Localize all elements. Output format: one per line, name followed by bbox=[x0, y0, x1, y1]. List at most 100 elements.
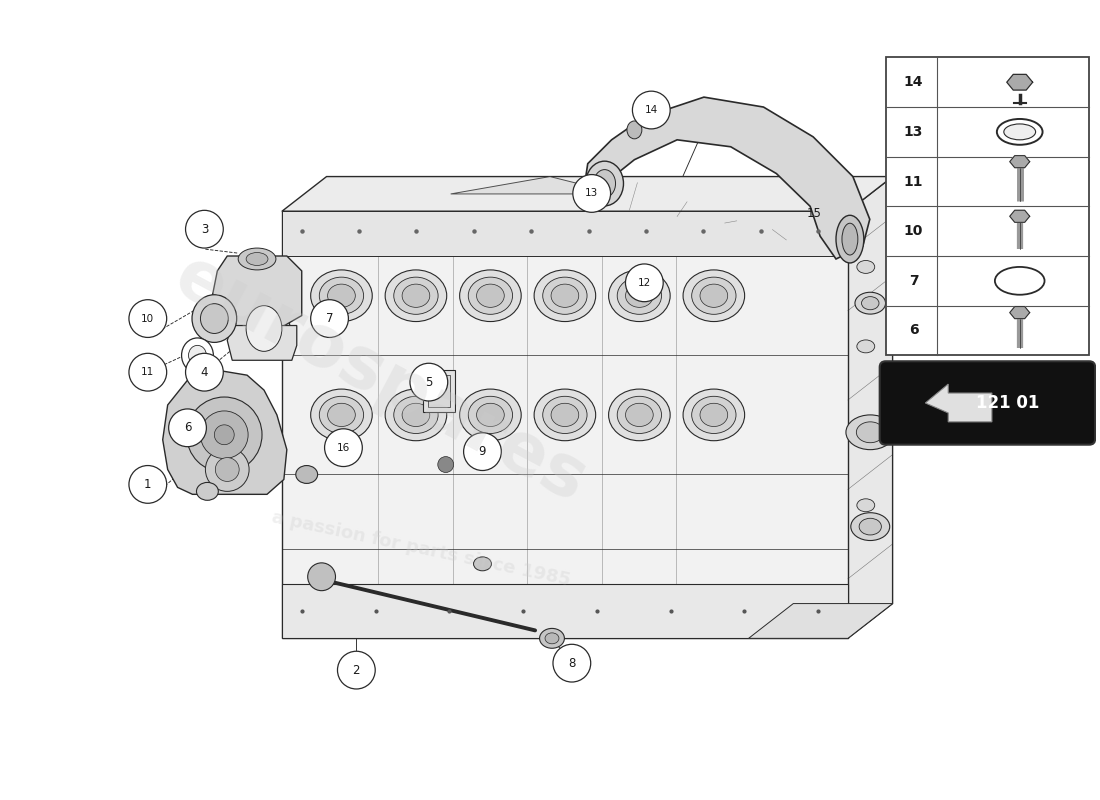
Ellipse shape bbox=[476, 403, 504, 426]
Text: 13: 13 bbox=[585, 189, 598, 198]
Polygon shape bbox=[282, 177, 892, 211]
Circle shape bbox=[186, 210, 223, 248]
Text: 16: 16 bbox=[337, 442, 350, 453]
Ellipse shape bbox=[594, 170, 616, 198]
Circle shape bbox=[200, 411, 249, 458]
Polygon shape bbox=[451, 177, 619, 194]
Ellipse shape bbox=[197, 482, 218, 500]
Ellipse shape bbox=[857, 422, 884, 442]
Bar bbox=[282, 211, 848, 256]
Ellipse shape bbox=[608, 389, 670, 441]
Polygon shape bbox=[1010, 306, 1030, 318]
Circle shape bbox=[168, 409, 207, 446]
Circle shape bbox=[310, 300, 349, 338]
Polygon shape bbox=[582, 97, 870, 259]
Ellipse shape bbox=[861, 297, 879, 310]
Text: 7: 7 bbox=[326, 312, 333, 325]
Ellipse shape bbox=[842, 223, 858, 255]
Ellipse shape bbox=[700, 284, 728, 307]
Ellipse shape bbox=[997, 119, 1043, 145]
Text: eurospares: eurospares bbox=[163, 242, 600, 518]
Text: 6: 6 bbox=[184, 422, 191, 434]
Ellipse shape bbox=[460, 270, 521, 322]
Ellipse shape bbox=[617, 277, 661, 314]
Circle shape bbox=[186, 354, 223, 391]
Text: 5: 5 bbox=[426, 376, 432, 389]
Circle shape bbox=[573, 174, 610, 212]
Circle shape bbox=[324, 429, 362, 466]
Circle shape bbox=[410, 363, 448, 401]
Ellipse shape bbox=[385, 270, 447, 322]
Polygon shape bbox=[228, 326, 297, 360]
Text: 15: 15 bbox=[806, 207, 821, 220]
Text: 1: 1 bbox=[144, 478, 152, 491]
Circle shape bbox=[338, 651, 375, 689]
Ellipse shape bbox=[469, 277, 513, 314]
Text: 13: 13 bbox=[904, 125, 923, 139]
Text: 14: 14 bbox=[904, 75, 923, 90]
Text: 8: 8 bbox=[569, 657, 575, 670]
Text: 2: 2 bbox=[353, 664, 360, 677]
Ellipse shape bbox=[535, 389, 596, 441]
Text: 10: 10 bbox=[141, 314, 154, 323]
Circle shape bbox=[216, 458, 239, 482]
Ellipse shape bbox=[855, 292, 886, 314]
Text: 6: 6 bbox=[909, 323, 918, 338]
Ellipse shape bbox=[394, 277, 438, 314]
Circle shape bbox=[308, 563, 336, 590]
Ellipse shape bbox=[182, 338, 213, 373]
Polygon shape bbox=[163, 370, 287, 494]
Text: 4: 4 bbox=[200, 366, 208, 378]
Circle shape bbox=[438, 457, 453, 473]
Text: 12: 12 bbox=[638, 278, 651, 288]
Ellipse shape bbox=[460, 389, 521, 441]
Ellipse shape bbox=[246, 253, 268, 266]
Ellipse shape bbox=[540, 629, 564, 648]
Ellipse shape bbox=[542, 277, 587, 314]
Text: 9: 9 bbox=[478, 445, 486, 458]
Ellipse shape bbox=[200, 304, 229, 334]
Ellipse shape bbox=[403, 284, 430, 307]
Text: 10: 10 bbox=[904, 224, 923, 238]
Ellipse shape bbox=[542, 396, 587, 434]
Ellipse shape bbox=[585, 161, 624, 206]
Ellipse shape bbox=[469, 396, 513, 434]
Text: 3: 3 bbox=[200, 222, 208, 236]
Text: 14: 14 bbox=[645, 105, 658, 115]
Polygon shape bbox=[1010, 210, 1030, 222]
Ellipse shape bbox=[328, 403, 355, 426]
Text: 11: 11 bbox=[904, 174, 923, 189]
Ellipse shape bbox=[857, 499, 874, 512]
Circle shape bbox=[187, 397, 262, 473]
Ellipse shape bbox=[310, 389, 372, 441]
Ellipse shape bbox=[544, 633, 559, 644]
Text: 11: 11 bbox=[141, 367, 154, 377]
Ellipse shape bbox=[1004, 124, 1035, 140]
Ellipse shape bbox=[192, 294, 236, 342]
Ellipse shape bbox=[310, 270, 372, 322]
Ellipse shape bbox=[626, 284, 653, 307]
Ellipse shape bbox=[994, 267, 1045, 294]
Ellipse shape bbox=[239, 248, 276, 270]
Bar bbox=[428, 375, 450, 407]
Ellipse shape bbox=[692, 277, 736, 314]
Ellipse shape bbox=[836, 215, 864, 263]
Ellipse shape bbox=[535, 270, 596, 322]
Ellipse shape bbox=[700, 403, 728, 426]
FancyBboxPatch shape bbox=[880, 362, 1096, 445]
Ellipse shape bbox=[188, 346, 207, 366]
Circle shape bbox=[463, 433, 502, 470]
Bar bbox=[886, 58, 1089, 355]
Ellipse shape bbox=[859, 518, 881, 535]
Polygon shape bbox=[1006, 74, 1033, 90]
Bar bbox=[422, 370, 454, 412]
Circle shape bbox=[129, 354, 167, 391]
Circle shape bbox=[129, 300, 167, 338]
Polygon shape bbox=[282, 211, 848, 638]
Ellipse shape bbox=[627, 121, 642, 139]
Polygon shape bbox=[848, 177, 892, 638]
Ellipse shape bbox=[394, 396, 438, 434]
Circle shape bbox=[626, 264, 663, 302]
Ellipse shape bbox=[683, 389, 745, 441]
Ellipse shape bbox=[239, 298, 289, 359]
